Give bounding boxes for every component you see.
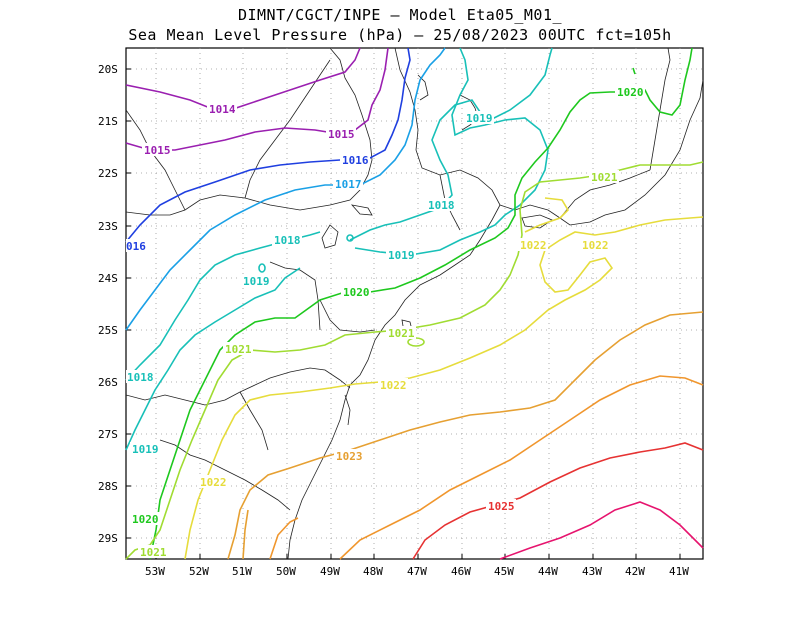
contour-labels: 1014 1015 1015 1016 016 1017 1018 1018 1… <box>126 85 645 559</box>
isobar-label: 1020 <box>132 513 159 526</box>
isobar-label: 1014 <box>209 103 236 116</box>
isobar-label: 1025 <box>488 500 515 513</box>
graticule <box>126 48 703 559</box>
latitude-labels: 20S 21S 22S 23S 24S 25S 26S 27S 28S 29S <box>98 63 118 545</box>
lat-label: 26S <box>98 376 118 389</box>
isobar-label: 1019 <box>132 443 159 456</box>
lon-label: 42W <box>625 565 645 578</box>
isobar-label: 1022 <box>380 379 407 392</box>
isobar-1019 <box>125 267 301 451</box>
isobar-label: 1015 <box>328 128 355 141</box>
isobar-1025 <box>412 442 704 560</box>
isobar-1018b <box>349 47 553 241</box>
isobar-label: 1019 <box>388 249 415 262</box>
isobar-label: 1019 <box>243 275 270 288</box>
longitude-labels: 53W 52W 51W 50W 49W 48W 47W 46W 45W 44W … <box>145 565 689 578</box>
lon-label: 50W <box>276 565 296 578</box>
lat-label: 24S <box>98 272 118 285</box>
isobar-label: 1022 <box>200 476 227 489</box>
lon-label: 48W <box>363 565 383 578</box>
isobar-label: 1022 <box>520 239 547 252</box>
lat-label: 23S <box>98 220 118 233</box>
isobar-label: 1021 <box>388 327 415 340</box>
isobar-label: 1016 <box>342 154 369 167</box>
isobar-1014 <box>125 47 361 111</box>
isobar-1023b <box>242 509 249 560</box>
lon-label: 41W <box>669 565 689 578</box>
lon-label: 47W <box>407 565 427 578</box>
isobar-label: 1018 <box>127 371 154 384</box>
isobar-label: 1020 <box>343 286 370 299</box>
isobar-1015 <box>125 47 389 151</box>
isobar-label: 1017 <box>335 178 362 191</box>
isobar-label: 1023 <box>336 450 363 463</box>
plot-frame <box>125 47 704 560</box>
isobar-1024 <box>269 375 704 560</box>
isobar-label: 1021 <box>225 343 252 356</box>
isobar-1022 <box>184 216 704 560</box>
lat-label: 25S <box>98 324 118 337</box>
lat-label: 28S <box>98 480 118 493</box>
lon-label: 52W <box>189 565 209 578</box>
isobar-label: 1018 <box>274 234 301 247</box>
isobar-label: 1021 <box>140 546 167 559</box>
isobar-1023 <box>227 311 704 560</box>
lon-label: 46W <box>451 565 471 578</box>
isobar-label: 016 <box>126 240 146 253</box>
isobar-1020 <box>149 47 693 560</box>
isobar-label: 1022 <box>582 239 609 252</box>
lat-label: 22S <box>98 167 118 180</box>
isobar-label: 1019 <box>466 112 493 125</box>
isobar-1026 <box>499 501 704 560</box>
map-subtitle: Sea Mean Level Pressure (hPa) – 25/08/20… <box>128 26 672 44</box>
isobar-label: 1021 <box>591 171 618 184</box>
lon-label: 51W <box>232 565 252 578</box>
lat-label: 20S <box>98 63 118 76</box>
lon-label: 49W <box>320 565 340 578</box>
lat-label: 29S <box>98 532 118 545</box>
lat-label: 21S <box>98 115 118 128</box>
lon-label: 45W <box>494 565 514 578</box>
isobars <box>125 47 704 560</box>
lon-label: 53W <box>145 565 165 578</box>
isobar-1019b <box>354 47 549 256</box>
isobar-label: 1015 <box>144 144 171 157</box>
isobar-label: 1018 <box>428 199 455 212</box>
lon-label: 43W <box>582 565 602 578</box>
coastline-borders <box>125 47 704 560</box>
isobar-1021 <box>125 161 704 560</box>
isobar-label: 1020 <box>617 86 644 99</box>
lat-label: 27S <box>98 428 118 441</box>
map-title: DIMNT/CGCT/INPE – Model Eta05_M01_ <box>237 6 563 24</box>
lon-label: 44W <box>538 565 558 578</box>
